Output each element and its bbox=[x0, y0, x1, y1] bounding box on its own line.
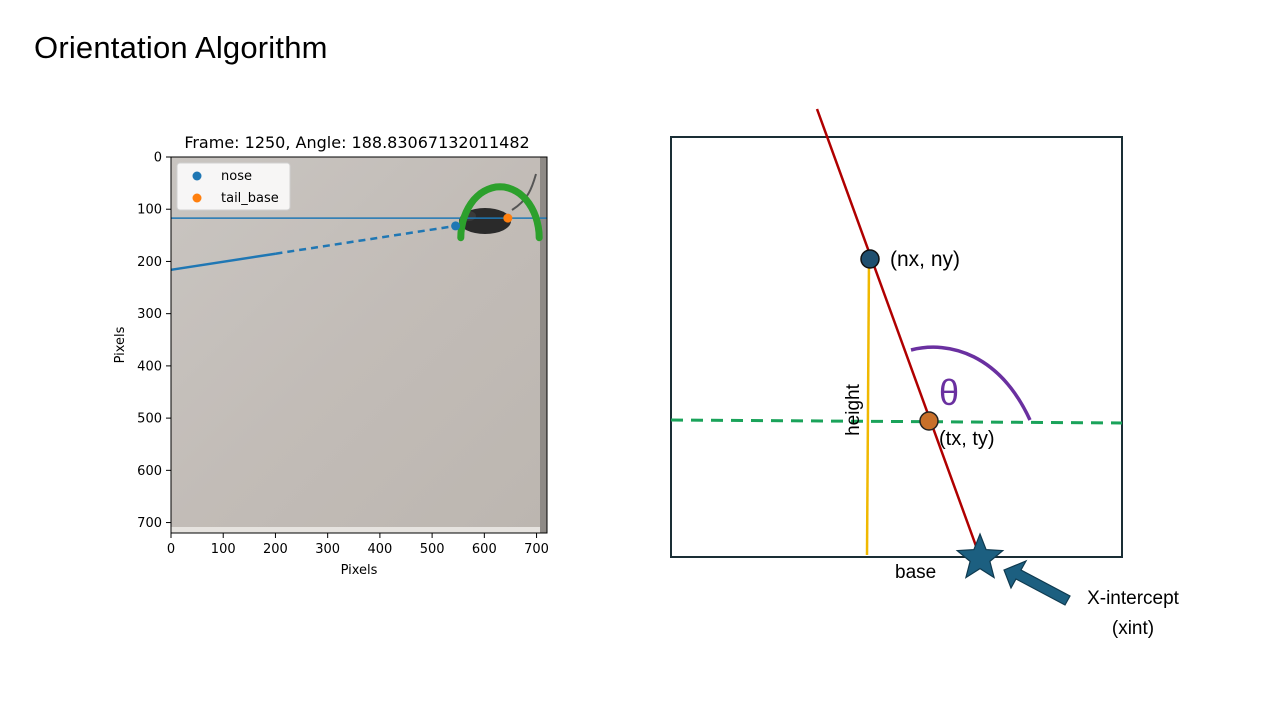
height-label: height bbox=[843, 383, 864, 435]
y-axis-label: Pixels bbox=[113, 326, 128, 363]
legend: nose tail_base bbox=[176, 162, 291, 211]
x-intercept-star-icon bbox=[955, 532, 1005, 579]
y-tick-label: 500 bbox=[137, 412, 162, 427]
x-axis: 0 100 200 300 400 500 600 700 bbox=[167, 533, 549, 557]
orientation-line bbox=[815, 108, 982, 558]
x-tick-label: 100 bbox=[211, 542, 236, 557]
y-tick-label: 200 bbox=[137, 255, 162, 270]
nose-point bbox=[860, 249, 880, 269]
axes-frame bbox=[170, 156, 548, 534]
y-tick-label: 400 bbox=[137, 359, 162, 374]
plot-marks bbox=[170, 183, 547, 272]
y-tick-label: 700 bbox=[137, 516, 162, 531]
y-tick-label: 600 bbox=[137, 464, 162, 479]
x-tick-label: 500 bbox=[420, 542, 445, 557]
x-intercept-arrow-icon bbox=[1003, 559, 1071, 606]
orientation-line-solid bbox=[170, 252, 276, 272]
x-tick-label: 600 bbox=[472, 542, 497, 557]
tail-point bbox=[919, 411, 939, 431]
horizontal-reference-dashed bbox=[670, 418, 1123, 425]
slide-title: Orientation Algorithm bbox=[34, 30, 328, 65]
theta-label: θ bbox=[939, 372, 959, 413]
arena-wall bbox=[540, 157, 547, 533]
legend-marker-nose bbox=[192, 171, 202, 181]
orientation-line-dashed bbox=[275, 224, 456, 255]
x-tick-label: 700 bbox=[524, 542, 549, 557]
angle-arc bbox=[457, 183, 543, 242]
point-nose bbox=[451, 221, 461, 231]
tracking-plot: Frame: 1250, Angle: 188.83067132011482 0… bbox=[113, 133, 549, 578]
x-tick-label: 200 bbox=[263, 542, 288, 557]
point-tail-base bbox=[503, 213, 513, 223]
x-axis-label: Pixels bbox=[341, 563, 378, 578]
plot-title: Frame: 1250, Angle: 188.83067132011482 bbox=[184, 133, 529, 152]
legend-marker-tail-base bbox=[192, 193, 202, 203]
y-tick-label: 0 bbox=[154, 151, 162, 166]
y-tick-label: 100 bbox=[137, 203, 162, 218]
arena-floor-edge bbox=[171, 527, 547, 533]
diagram-frame bbox=[670, 136, 1123, 558]
base-label: base bbox=[895, 562, 936, 583]
x-intercept-label: X-intercept bbox=[1087, 588, 1180, 609]
tail-label: (tx, ty) bbox=[939, 428, 995, 450]
x-tick-label: 0 bbox=[167, 542, 175, 557]
y-axis: 0 100 200 300 400 500 600 700 bbox=[137, 151, 171, 531]
x-tick-label: 400 bbox=[367, 542, 392, 557]
height-line bbox=[865, 258, 871, 556]
legend-label-tail-base: tail_base bbox=[221, 191, 279, 206]
legend-label-nose: nose bbox=[221, 169, 252, 184]
x-tick-label: 300 bbox=[315, 542, 340, 557]
plot-area bbox=[171, 157, 547, 533]
y-tick-label: 300 bbox=[137, 307, 162, 322]
theta-arc bbox=[910, 345, 1032, 421]
nose-label: (nx, ny) bbox=[890, 248, 960, 271]
x-intercept-symbol: (xint) bbox=[1112, 618, 1154, 639]
